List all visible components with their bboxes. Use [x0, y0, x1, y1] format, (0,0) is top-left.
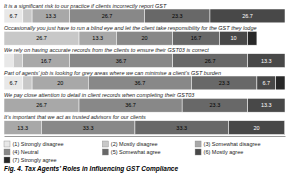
- data-label: 20: [57, 80, 63, 86]
- bar-segment: [285, 9, 286, 23]
- bar-segment: [69, 9, 144, 23]
- data-label: 23.3: [219, 80, 230, 86]
- legend-swatch: [4, 157, 10, 163]
- bar-segment: [248, 54, 285, 68]
- bar-segment: [257, 76, 276, 90]
- legend-swatch: [4, 149, 10, 155]
- legend-label: (1) Strongly disagree: [13, 141, 64, 147]
- bar-segment: [4, 9, 23, 23]
- bar-segment: [32, 76, 88, 90]
- bar-segment: [191, 76, 256, 90]
- legend-swatch: [195, 149, 201, 155]
- data-label: 26.7: [36, 102, 47, 108]
- category-label: We rely on having accurate records from …: [4, 47, 209, 53]
- legend-label: (7) Strongly agree: [13, 157, 57, 163]
- data-label: 33.3: [176, 125, 187, 131]
- bar-segment: [116, 31, 172, 45]
- category-label: It is a significant risk to our practice…: [4, 3, 167, 9]
- data-label: 20: [141, 35, 147, 41]
- data-label: 36.7: [116, 58, 127, 64]
- bar-segment: [4, 54, 13, 68]
- data-label: 23.3: [210, 102, 221, 108]
- legend: (1) Strongly disagree (2) Mostly disagree…: [4, 141, 260, 163]
- category-label: It’s important that we act as trusted ad…: [4, 114, 146, 120]
- data-label: 13.3: [261, 102, 272, 108]
- bar-segment: [182, 98, 247, 112]
- bar-segment: [276, 76, 285, 90]
- data-label: 26.7: [36, 35, 47, 41]
- data-label: 16.7: [41, 58, 52, 64]
- bar-segment: [32, 9, 69, 23]
- category-label: Part of agents’ job is looking for grey …: [4, 70, 221, 76]
- legend-item: (5) Somewhat agree: [102, 149, 160, 155]
- bar-segment: [4, 121, 41, 135]
- axis-line: [5, 136, 286, 137]
- legend-item: (3) Somewhat disagree: [195, 141, 260, 147]
- legend-swatch: [102, 141, 108, 147]
- bar-segment: [79, 98, 182, 112]
- data-label: 6.7: [262, 80, 270, 86]
- bar-segment: [173, 31, 220, 45]
- x-axis: [5, 136, 286, 137]
- data-label: 23.3: [172, 13, 183, 19]
- bar-segment: [88, 76, 191, 90]
- bar-segment: [285, 98, 286, 112]
- legend-item: (1) Strongly disagree: [4, 141, 64, 147]
- bar-segment: [79, 31, 116, 45]
- bar-segment: [4, 98, 79, 112]
- bar-segment: [4, 76, 23, 90]
- data-label: 36.7: [125, 102, 136, 108]
- data-label: 26.7: [205, 58, 216, 64]
- data-label: 13.3: [261, 58, 272, 64]
- legend-swatch: [4, 141, 10, 147]
- bar-segment: [135, 121, 229, 135]
- legend-swatch: [102, 149, 108, 155]
- bar-segment: [173, 54, 248, 68]
- legend-item: (6) Mostly agree: [195, 149, 243, 155]
- data-label: 6.7: [10, 80, 18, 86]
- legend-label: (4) Neutral: [13, 149, 39, 155]
- legend-label: (5) Somewhat agree: [111, 149, 161, 155]
- category-labels: It is a significant risk to our practice…: [4, 3, 257, 121]
- data-label: 13.3: [45, 13, 56, 19]
- bar-segment: [145, 9, 210, 23]
- bar-segment: [23, 9, 32, 23]
- bar-segment: [69, 54, 172, 68]
- bar-segment: [248, 31, 257, 45]
- data-label: 33.3: [83, 125, 94, 131]
- bar-segment: [220, 31, 248, 45]
- bar-segment: [248, 98, 285, 112]
- data-label: 16.7: [191, 35, 202, 41]
- category-label: We pay close attention to detail in clie…: [4, 92, 195, 98]
- legend-label: (2) Mostly disagree: [111, 141, 158, 147]
- bar-segment: [210, 9, 285, 23]
- data-label: 26.7: [242, 13, 253, 19]
- legend-item: (4) Neutral: [4, 149, 38, 155]
- bar-segment: [229, 121, 285, 135]
- bar-segment: [23, 76, 32, 90]
- bar-segment: [285, 54, 286, 68]
- bars: [4, 9, 285, 135]
- legend-item: (7) Strongly agree: [4, 157, 57, 163]
- data-label: 10: [231, 35, 237, 41]
- legend-label: (3) Somewhat disagree: [204, 141, 261, 147]
- legend-swatch: [195, 141, 201, 147]
- bar-segment: [4, 31, 79, 45]
- chart: 6.7 6.7 26.7 13.3 13.3 16.7 20 26.7 13.3 26.7 20 36…: [0, 0, 289, 174]
- data-label: 20: [254, 125, 260, 131]
- bar-segment: [284, 121, 285, 135]
- category-label: Occasionally you just have to run a blin…: [4, 25, 257, 31]
- legend-label: (6) Mostly agree: [204, 149, 244, 155]
- title: Fig. 4. Tax Agents’ Roles in Influencing…: [4, 165, 178, 173]
- bar-segment: [41, 121, 135, 135]
- bar-segment: [13, 54, 22, 68]
- data-label: 36.7: [135, 80, 146, 86]
- data-label: 6.7: [10, 13, 18, 19]
- bar-segment: [23, 54, 70, 68]
- data-label: 13.3: [17, 125, 28, 131]
- data-label: 26.7: [102, 13, 113, 19]
- legend-item: (2) Mostly disagree: [102, 141, 157, 147]
- data-label: 13.3: [92, 35, 103, 41]
